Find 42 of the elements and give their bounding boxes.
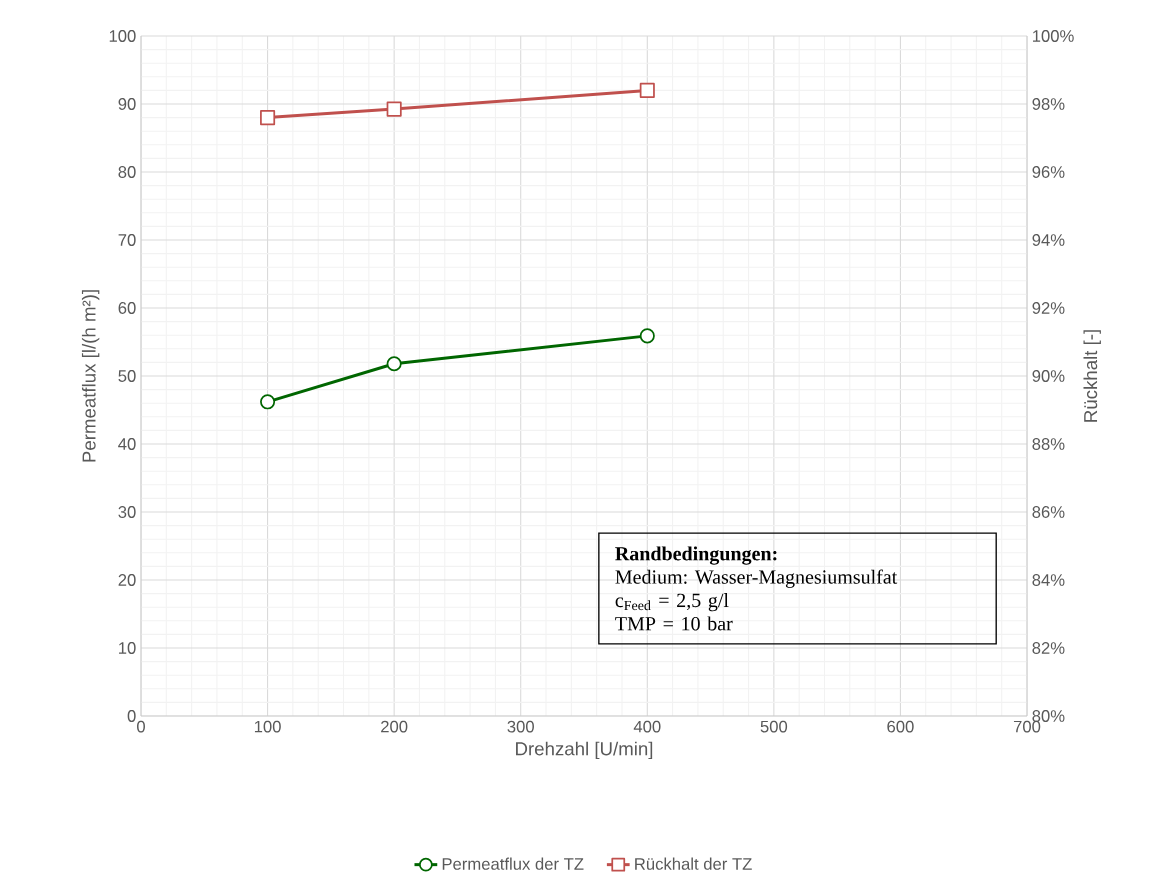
annotation: Medium: Wasser-Magnesiumsulfat [615, 569, 898, 588]
y2-tick-label: 92% [1032, 302, 1065, 314]
y2-tick-label: 82% [1032, 642, 1065, 654]
x-tick-label: 700 [1013, 720, 1041, 733]
y2-tick-label: 96% [1032, 166, 1065, 178]
y2-tick-label: 90% [1032, 370, 1065, 382]
y2-tick-label: 84% [1032, 574, 1065, 586]
y-axis-title: Permeatflux [l/(h m²)] [81, 290, 100, 462]
point [639, 328, 655, 344]
y-tick-label: 0 [127, 710, 136, 722]
x-axis-title: Drehzahl [U/min] [516, 741, 653, 760]
y2-tick-label: 94% [1032, 234, 1065, 246]
y2-tick-label: 100% [1033, 30, 1074, 42]
x-tick-label: 600 [887, 720, 914, 733]
point [386, 356, 402, 372]
y-tick-label: 80 [118, 166, 136, 178]
y2-tick-label: 88% [1032, 438, 1065, 450]
legend-label: Permeatflux der TZ [442, 857, 584, 870]
x-tick-label: 100 [254, 720, 281, 733]
y-tick-label: 10 [119, 642, 136, 654]
x-tick-label: 0 [137, 720, 145, 733]
x-tick-label: 300 [507, 720, 534, 733]
y-tick-label: 20 [118, 574, 136, 586]
annotation: c$_{Feed}$ = 2,5 g/l [615, 593, 729, 612]
y-tick-label: 70 [118, 234, 136, 246]
y-tick-label: 30 [118, 506, 136, 518]
y2-tick-label: 86% [1032, 506, 1065, 518]
x-tick-label: 200 [381, 720, 408, 733]
x-tick-label: 500 [760, 720, 788, 733]
annotation: Randbedingungen: [615, 546, 777, 565]
y-tick-label: 100 [109, 30, 136, 42]
y-tick-label: 50 [118, 370, 136, 382]
y-tick-label: 90 [118, 98, 136, 110]
y2-axis-title: Rückhalt [-] [1083, 330, 1101, 422]
x-tick-label: 400 [633, 720, 661, 733]
y2-tick-label: 98% [1032, 98, 1065, 110]
y2-tick-label: 80% [1032, 710, 1065, 722]
y-tick-label: 60 [118, 302, 136, 314]
point [260, 394, 276, 410]
legend-label: Rückhalt der TZ [635, 857, 752, 870]
annotation: TMP = 10 bar [615, 616, 733, 631]
y-tick-label: 40 [118, 438, 136, 450]
